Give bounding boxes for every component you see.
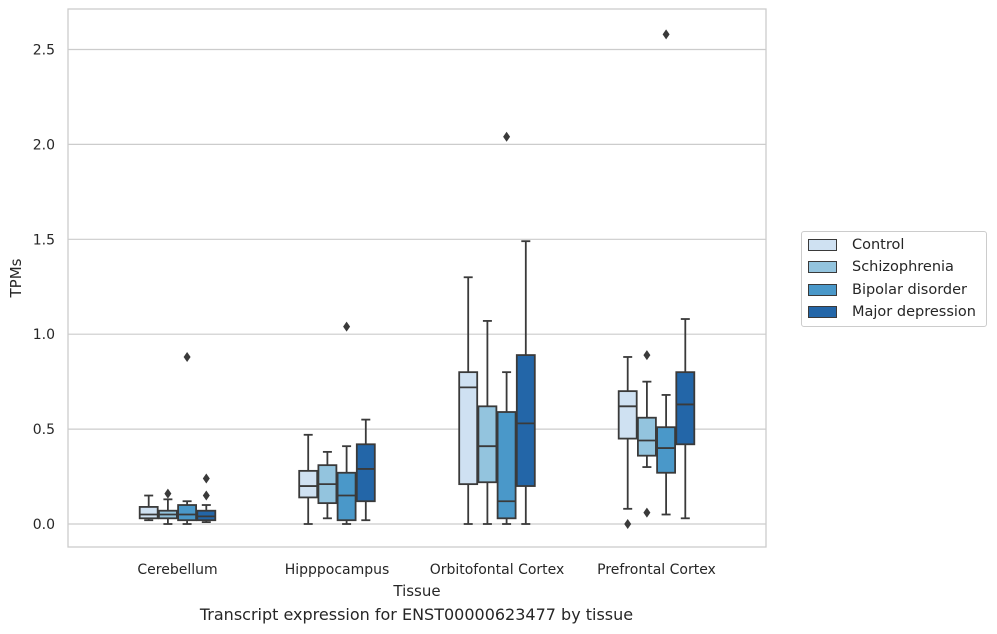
box-iqr [336,471,357,522]
box-bipolar-disorder-prefrontal-cortex [656,29,676,516]
y-tick-label: 1.0 [33,327,55,343]
box-major-depression-prefrontal-cortex [675,318,696,520]
series-major-depression [196,240,696,525]
y-tick-label: 0.0 [33,517,55,533]
box-schizophrenia-hipppocampus [317,450,338,520]
box-major-depression-orbitofontal-cortex [515,240,536,525]
box-iqr [515,354,536,487]
plot-frame [67,8,767,548]
y-tick-label: 1.5 [33,232,55,248]
outlier-point [164,488,172,499]
chart-caption: Transcript expression for ENST0000062347… [199,605,634,624]
legend-item-bipolar-disorder: Bipolar disorder [808,279,967,301]
x-axis-label: Tissue [392,582,440,600]
y-tick-label: 2.0 [33,137,55,153]
outlier-point [643,350,651,361]
y-axis-label: TPMs [7,258,25,298]
series-schizophrenia [157,320,657,525]
legend-swatch-schizophrenia [808,261,837,273]
box-iqr [458,371,479,486]
box-schizophrenia-orbitofontal-cortex [477,320,498,525]
box-schizophrenia-prefrontal-cortex [637,350,657,518]
legend-swatch-control [808,239,837,251]
box-bipolar-disorder-hipppocampus [336,321,357,525]
box-iqr [298,469,319,499]
box-iqr [477,405,498,484]
outlier-point [202,473,210,484]
legend-item-major-depression: Major depression [808,301,976,323]
legend: Control Schizophrenia Bipolar disorder M… [801,231,987,327]
legend-swatch-bipolar-disorder [808,284,837,296]
outlier-point [643,507,651,518]
x-tick-label-orbitofontal-cortex: Orbitofontal Cortex [430,562,565,578]
outlier-point [183,351,191,362]
box-iqr [138,506,159,520]
box-control-hipppocampus [298,433,319,525]
box-control-prefrontal-cortex [617,356,638,529]
series-control [138,276,638,529]
box-iqr [675,371,696,446]
legend-item-control: Control [808,234,904,256]
legend-label-control: Control [852,237,905,253]
box-control-cerebellum [138,494,159,522]
box-iqr [355,443,376,503]
box-control-orbitofontal-cortex [458,276,479,525]
box-major-depression-cerebellum [196,473,217,524]
x-tick-label-prefrontal-cortex: Prefrontal Cortex [597,562,716,578]
box-bipolar-disorder-orbitofontal-cortex [496,131,517,525]
outlier-point [202,490,210,501]
outlier-point [343,321,351,332]
box-iqr [656,426,676,474]
box-plot-series [138,29,696,529]
outlier-point [662,29,670,40]
y-tick-labels: 0.0 0.5 1.0 1.5 2.0 2.5 [33,43,55,534]
y-tick-label: 0.5 [33,422,55,438]
legend-label-bipolar-disorder: Bipolar disorder [852,282,967,298]
x-tick-label-cerebellum: Cerebellum [137,562,217,578]
outlier-point [624,519,632,529]
box-schizophrenia-cerebellum [157,488,178,525]
box-iqr [196,509,217,522]
box-iqr [177,504,198,522]
x-tick-label-hipppocampus: Hipppocampus [285,562,390,578]
legend-item-schizophrenia: Schizophrenia [808,256,954,278]
box-iqr [617,390,638,440]
box-bipolar-disorder-cerebellum [177,351,198,525]
box-major-depression-hipppocampus [355,418,376,522]
x-tick-labels: Cerebellum Hipppocampus Orbitofontal Corte… [137,562,715,578]
legend-label-major-depression: Major depression [852,304,976,320]
box-iqr [637,416,657,457]
legend-label-schizophrenia: Schizophrenia [852,259,954,275]
legend-swatch-major-depression [808,306,837,318]
series-bipolar-disorder [177,29,676,525]
y-tick-label: 2.5 [33,43,55,59]
grid-lines [68,48,766,525]
outlier-point [503,131,511,142]
box-iqr [496,411,517,520]
